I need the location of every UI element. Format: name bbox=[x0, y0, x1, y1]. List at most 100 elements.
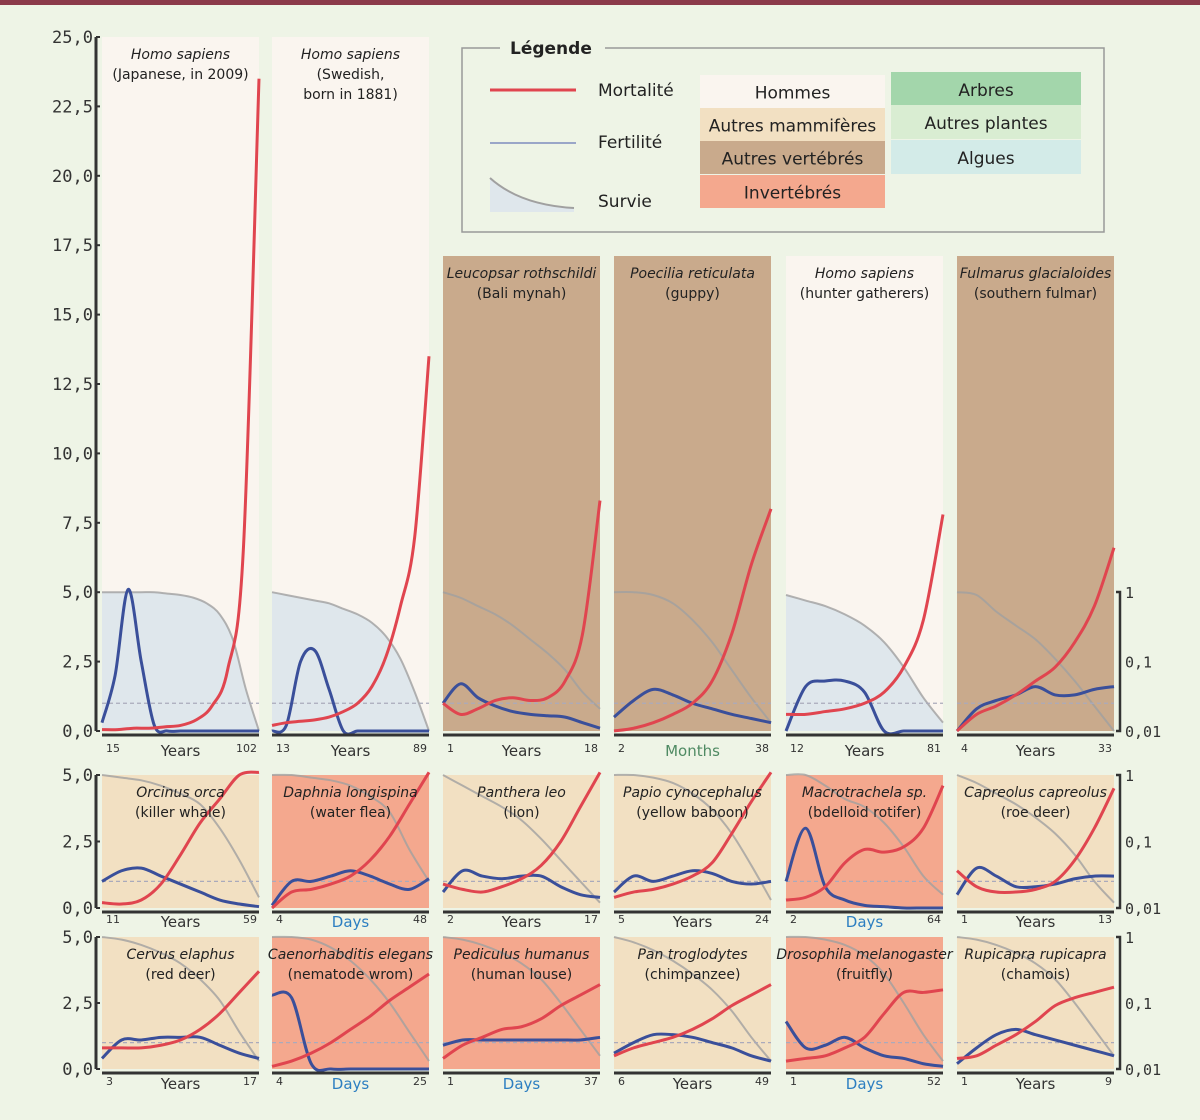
left-tick-label: 7,5 bbox=[62, 514, 93, 534]
mortality-curve bbox=[442, 500, 602, 716]
x-range-end: 37 bbox=[584, 1075, 598, 1088]
x-axis-unit: Years bbox=[1015, 1075, 1056, 1093]
survival-curve bbox=[785, 773, 944, 896]
panel-background bbox=[957, 937, 1114, 1069]
left-tick-label: 17,5 bbox=[52, 236, 93, 256]
panel: Leucopsar rothschildi (Bali mynah) 1 18 Year… bbox=[441, 256, 602, 760]
legend-box bbox=[461, 47, 1105, 233]
panel-background bbox=[102, 775, 259, 908]
survival-curve bbox=[785, 935, 944, 1062]
legend-title: Légende bbox=[510, 39, 592, 59]
left-tick-label: 12,5 bbox=[52, 375, 93, 395]
left-tick-label: 22,5 bbox=[52, 97, 93, 117]
panel-species-name: Papio cynocephalus bbox=[623, 785, 762, 801]
left-tick-label: 15,0 bbox=[52, 306, 93, 326]
panel-species-name: Homo sapiens bbox=[131, 47, 230, 63]
panel-common-name: (Swedish, bbox=[317, 67, 385, 83]
survival-curve bbox=[271, 935, 430, 1062]
left-tick-label: 5,0 bbox=[62, 928, 93, 948]
panel: Poecilia reticulata (guppy) 2 38 Months bbox=[613, 256, 773, 760]
mortality-curve bbox=[102, 970, 261, 1050]
x-range-start: 13 bbox=[276, 742, 290, 755]
legend-category-label: Arbres bbox=[958, 81, 1013, 101]
fertility-curve bbox=[784, 1020, 944, 1068]
mortality-curve bbox=[956, 547, 1116, 733]
fertility-curve bbox=[270, 869, 430, 907]
fertility-curve bbox=[441, 682, 601, 730]
legend-survival-line bbox=[489, 177, 575, 209]
panel: Pan troglodytes (chimpanzee) 6 49 Years bbox=[613, 936, 772, 1093]
panel-common-name: (Japanese, in 2009) bbox=[112, 67, 248, 83]
survival-curve bbox=[271, 773, 430, 882]
panel-species-name: Caenorhabditis elegans bbox=[268, 947, 433, 963]
mortality-curve bbox=[956, 787, 1116, 895]
left-tick-label: 25,0 bbox=[52, 28, 93, 48]
survival-curve bbox=[442, 591, 601, 710]
left-tick-label: 10,0 bbox=[52, 444, 93, 464]
panel-common-name: (roe deer) bbox=[1001, 805, 1071, 821]
fertility-curve bbox=[442, 1035, 601, 1047]
x-axis-unit: Years bbox=[330, 742, 371, 760]
mortality-curve bbox=[956, 985, 1115, 1060]
legend-label-1: Fertilité bbox=[598, 133, 662, 153]
x-range-start: 12 bbox=[790, 742, 804, 755]
fertility-curve bbox=[956, 1027, 1115, 1065]
x-axis-unit: Years bbox=[501, 913, 542, 931]
left-tick-label: 5,0 bbox=[62, 766, 93, 786]
legend-category-label: Invertébrés bbox=[744, 184, 841, 204]
x-axis-unit: Days bbox=[846, 913, 884, 931]
survival-curve bbox=[613, 590, 772, 724]
x-range-start: 1 bbox=[447, 742, 454, 755]
fertility-curve bbox=[613, 869, 772, 894]
survival-curve bbox=[956, 936, 1115, 1057]
x-range-end: 25 bbox=[413, 1075, 427, 1088]
fertility-curve bbox=[100, 1035, 260, 1060]
panel-common-name: (Bali mynah) bbox=[477, 286, 567, 302]
x-range-end: 64 bbox=[927, 913, 941, 926]
fertility-curve bbox=[101, 866, 260, 909]
x-axis-unit: Days bbox=[332, 913, 370, 931]
x-range-end: 38 bbox=[755, 742, 769, 755]
fertility-curve bbox=[955, 865, 1115, 896]
x-range-start: 11 bbox=[106, 913, 120, 926]
panel: Caenorhabditis elegans (nematode wrom) 4 25… bbox=[268, 935, 433, 1093]
mortality-curve bbox=[613, 771, 773, 899]
fertility-curve bbox=[613, 1032, 772, 1063]
panel-species-name: Orcinus orca bbox=[136, 785, 224, 801]
legend-label-0: Mortalité bbox=[598, 81, 674, 101]
panel-background bbox=[957, 256, 1114, 731]
survival-curve bbox=[101, 774, 260, 898]
legend-survival-fill bbox=[490, 178, 574, 212]
x-axis-unit: Years bbox=[1015, 742, 1056, 760]
panel: Rupicapra rupicapra (chamois) 1 9 Years bbox=[956, 936, 1115, 1093]
legend-label-2: Survie bbox=[598, 192, 652, 212]
mortality-curve bbox=[613, 508, 773, 733]
panel-background bbox=[272, 937, 429, 1069]
legend-swatch bbox=[700, 175, 885, 208]
x-range-start: 4 bbox=[961, 742, 968, 755]
x-range-end: 48 bbox=[413, 913, 427, 926]
panel-common-name: (red deer) bbox=[145, 967, 215, 983]
x-range-end: 49 bbox=[755, 1075, 769, 1088]
x-range-start: 1 bbox=[447, 1075, 454, 1088]
panel-common-name: (chamois) bbox=[1001, 967, 1070, 983]
legend-category-label: Hommes bbox=[755, 84, 831, 104]
x-axis-unit: Years bbox=[844, 742, 885, 760]
panel-background bbox=[614, 775, 771, 908]
left-tick-label: 5,0 bbox=[62, 583, 93, 603]
legend-swatch bbox=[891, 105, 1081, 139]
right-tick-label: 1 bbox=[1125, 584, 1134, 602]
right-tick-label: 0,01 bbox=[1125, 723, 1161, 741]
survival-curve bbox=[442, 936, 601, 1057]
x-range-end: 9 bbox=[1105, 1075, 1112, 1088]
x-range-end: 24 bbox=[755, 913, 769, 926]
panel: Fulmarus glacialoides (southern fulmar) 4 3… bbox=[955, 256, 1116, 760]
x-range-start: 4 bbox=[276, 1075, 283, 1088]
x-axis-unit: Years bbox=[160, 1075, 201, 1093]
x-range-start: 2 bbox=[447, 913, 454, 926]
x-axis-unit: Years bbox=[672, 913, 713, 931]
panel-common-name: (bdelloid rotifer) bbox=[808, 805, 922, 821]
x-range-end: 81 bbox=[927, 742, 941, 755]
fertility-curve bbox=[784, 678, 943, 736]
